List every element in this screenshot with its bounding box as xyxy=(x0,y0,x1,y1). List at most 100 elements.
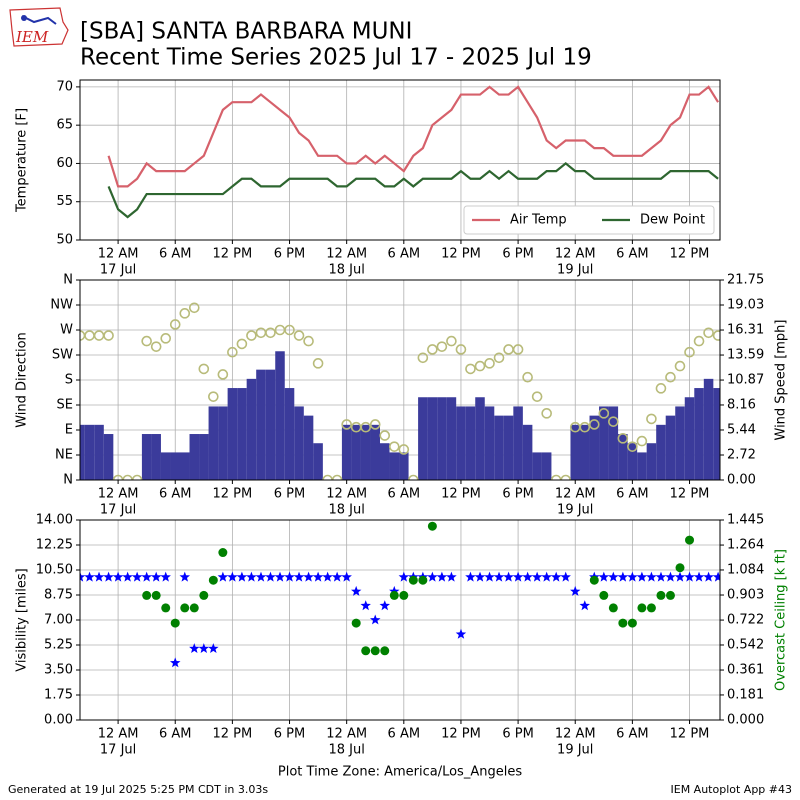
x-tick-label: 12 AM xyxy=(555,487,596,502)
star-point xyxy=(170,657,181,668)
point xyxy=(484,358,495,369)
point xyxy=(142,590,152,600)
point xyxy=(618,618,628,628)
bar xyxy=(246,378,257,480)
x-tick-label: 12 AM xyxy=(555,247,596,262)
point xyxy=(417,352,429,364)
point xyxy=(446,335,457,347)
star-point xyxy=(141,571,152,582)
star-point xyxy=(331,571,343,582)
point xyxy=(380,646,390,656)
star-point xyxy=(446,571,457,582)
bar xyxy=(351,424,361,480)
y-tick-label: S xyxy=(65,373,73,388)
point xyxy=(389,590,399,600)
bar xyxy=(694,388,704,480)
x-tick-label: 6 PM xyxy=(502,247,533,262)
x-tick-label: 12 PM xyxy=(670,247,710,262)
bar xyxy=(389,452,400,480)
bar xyxy=(84,424,95,480)
star-point xyxy=(303,571,314,582)
x-tick-label: 12 PM xyxy=(670,487,710,502)
point xyxy=(589,575,599,585)
bar xyxy=(580,424,590,480)
point xyxy=(227,346,238,358)
legend-box xyxy=(463,205,715,235)
star-point xyxy=(551,571,562,582)
star-point xyxy=(122,571,133,582)
point xyxy=(465,363,476,375)
point xyxy=(322,474,333,480)
y2-tick-label: 19.03 xyxy=(727,298,764,313)
x-tick-label: 6 AM xyxy=(159,727,192,742)
bar xyxy=(170,452,180,480)
point xyxy=(103,330,114,341)
bar xyxy=(456,406,466,480)
bar xyxy=(208,406,219,480)
star-point xyxy=(274,571,286,582)
x-date-label: 17 Jul xyxy=(100,263,136,278)
footer-left: Generated at 19 Jul 2025 5:25 PM CDT in … xyxy=(8,783,268,796)
bar xyxy=(589,415,600,480)
bar xyxy=(513,406,523,480)
plot-frame xyxy=(79,79,721,241)
point xyxy=(236,338,248,350)
y-tick-label: 60 xyxy=(56,156,73,171)
star-point xyxy=(598,571,609,582)
star-point xyxy=(608,571,619,582)
point xyxy=(512,344,524,355)
point xyxy=(436,341,448,352)
y-tick-label: SW xyxy=(52,348,73,363)
bar xyxy=(103,434,114,480)
y-tick-label: N xyxy=(63,473,73,488)
x-date-label: 19 Jul xyxy=(557,503,593,518)
y-axis-label: Temperature [F] xyxy=(15,108,30,213)
point xyxy=(455,344,467,355)
point xyxy=(331,474,343,480)
star-point xyxy=(474,571,486,582)
point xyxy=(522,371,533,383)
point xyxy=(541,408,552,419)
bar xyxy=(675,406,685,480)
point xyxy=(712,330,720,341)
point xyxy=(370,646,380,656)
y2-tick-label: 5.44 xyxy=(727,422,756,437)
line xyxy=(107,162,719,219)
panel: 12 AM 6 AM 12 PM 6 PM 12 AM 6 AM 12 PM 6 PM 12 A… xyxy=(15,79,721,278)
point xyxy=(684,346,695,358)
x-tick-label: 12 PM xyxy=(213,487,253,502)
x-date-label: 17 Jul xyxy=(100,503,136,518)
bar xyxy=(418,397,428,480)
star-point xyxy=(389,585,400,596)
point xyxy=(599,590,609,600)
point xyxy=(303,335,314,347)
data-layer xyxy=(80,302,720,480)
y-tick-label: 10.50 xyxy=(36,563,73,578)
point xyxy=(656,590,666,600)
point xyxy=(617,433,629,444)
bar xyxy=(627,443,638,480)
x-tick-label: 6 AM xyxy=(159,247,192,262)
bar xyxy=(275,351,285,480)
point xyxy=(293,330,305,341)
star-point xyxy=(227,571,238,582)
star-point xyxy=(484,571,495,582)
legend: Air Temp Dew Point xyxy=(463,205,715,235)
star-point xyxy=(674,571,686,582)
data-layer xyxy=(80,521,720,668)
y-tick-label: SE xyxy=(57,398,73,413)
point xyxy=(560,474,572,480)
star-point xyxy=(465,571,476,582)
point xyxy=(493,352,505,364)
star-point xyxy=(503,571,514,582)
chart-title: [SBA] SANTA BARBARA MUNI xyxy=(80,19,412,45)
point xyxy=(351,618,361,628)
y-tick-label: 5.25 xyxy=(44,638,73,653)
star-point xyxy=(541,571,552,582)
panel: 12 AM 6 AM 12 PM 6 PM 12 AM 6 AM 12 PM 6 PM 12 A… xyxy=(15,273,789,518)
point xyxy=(408,575,418,585)
bar xyxy=(284,388,295,480)
bar xyxy=(218,406,228,480)
x-tick-label: 6 PM xyxy=(502,727,533,742)
y-tick-label: 14.00 xyxy=(36,513,73,528)
